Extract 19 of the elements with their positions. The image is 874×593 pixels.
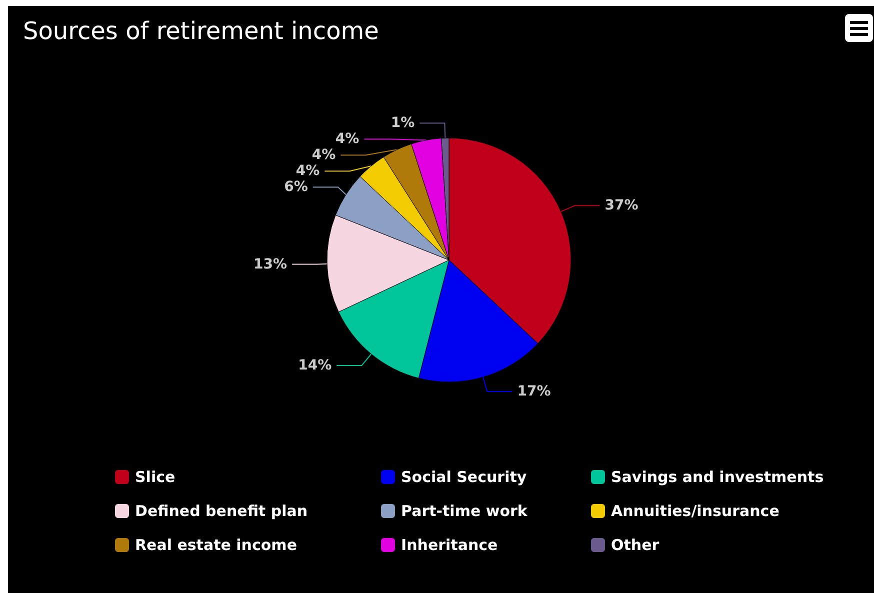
legend-label: Savings and investments (611, 468, 824, 486)
legend-label: Real estate income (135, 536, 297, 554)
data-label: 6% (284, 179, 308, 196)
data-label: 4% (312, 147, 336, 164)
data-label: 14% (298, 358, 332, 374)
data-label: 4% (296, 163, 320, 180)
chart-title: Sources of retirement income (23, 17, 379, 45)
legend-label: Other (611, 536, 660, 554)
legend-label: Annuities/insurance (611, 502, 780, 520)
legend-label: Social Security (401, 468, 527, 486)
legend-label: Part-time work (401, 502, 528, 520)
data-label: 17% (517, 384, 551, 400)
legend-label: Inheritance (401, 536, 498, 554)
data-label: 37% (604, 198, 638, 214)
legend-label: Slice (135, 468, 176, 486)
data-label: 4% (335, 131, 360, 148)
data-label: 13% (254, 256, 288, 272)
data-label: 1% (390, 115, 415, 132)
legend-label: Defined benefit plan (135, 502, 308, 520)
